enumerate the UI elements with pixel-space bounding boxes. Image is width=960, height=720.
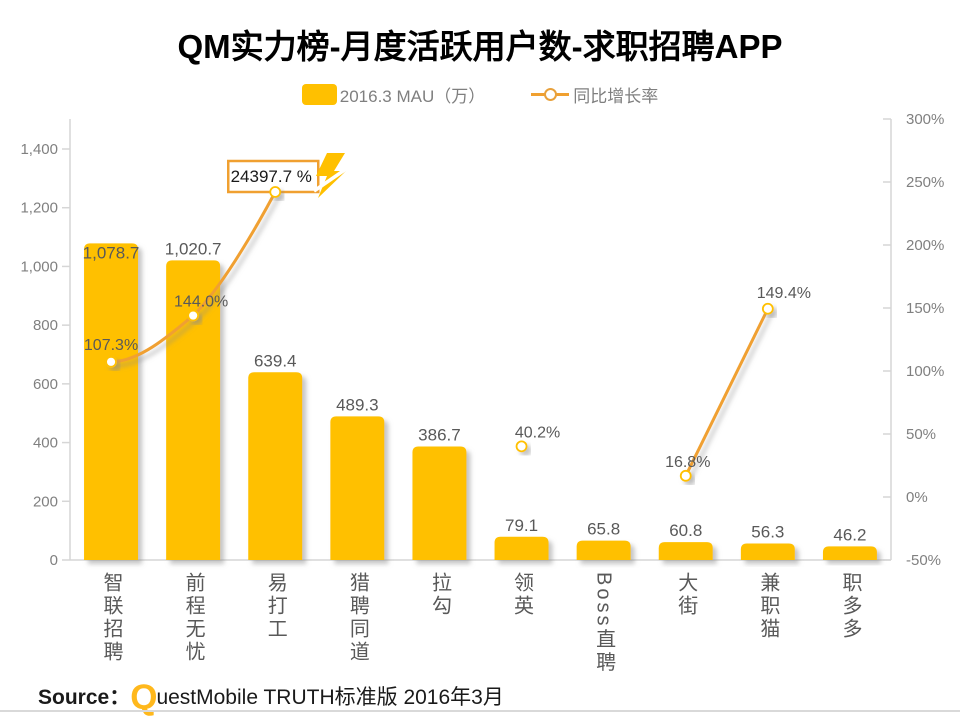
source-label: Source： bbox=[38, 686, 131, 709]
bottom-divider bbox=[0, 710, 960, 712]
legend-label-growth: 同比增长率 bbox=[573, 87, 659, 106]
left-axis-tick-label: 200 bbox=[33, 493, 58, 510]
growth-value-label-7: 16.8% bbox=[665, 454, 710, 471]
growth-value-label-8: 149.4% bbox=[757, 285, 811, 302]
growth-point-marker-3 bbox=[679, 469, 692, 482]
left-axis-tick-label: 1,200 bbox=[20, 200, 58, 217]
bar-value-label-9: 46.2 bbox=[833, 525, 866, 544]
bar-6 bbox=[576, 540, 631, 560]
right-axis-tick-label: -50% bbox=[906, 552, 941, 569]
source-suffix: TRUTH标准版 2016年3月 bbox=[258, 686, 504, 709]
bar-1 bbox=[166, 260, 221, 560]
growth-value-label-1: 144.0% bbox=[174, 294, 228, 311]
right-axis-tick-label: 150% bbox=[906, 300, 944, 317]
bar-value-label-7: 60.8 bbox=[669, 521, 702, 540]
brand-name: uestMobile bbox=[156, 686, 258, 709]
bar-value-label-2: 639.4 bbox=[254, 351, 297, 370]
growth-callout-value: 24397.7 % bbox=[231, 167, 312, 186]
left-axis-tick-label: 1,400 bbox=[20, 141, 58, 158]
right-axis-tick-label: 100% bbox=[906, 363, 944, 380]
bar-8 bbox=[740, 543, 795, 560]
growth-point-marker-1 bbox=[187, 309, 200, 322]
right-axis-tick-label: 300% bbox=[906, 111, 944, 128]
legend-item-growth: 同比增长率 bbox=[531, 82, 658, 107]
right-axis-tick-label: 50% bbox=[906, 426, 936, 443]
bar-0 bbox=[84, 243, 139, 560]
growth-point-marker-2 bbox=[515, 440, 528, 453]
bar-2 bbox=[248, 372, 303, 560]
lightning-bolt-icon bbox=[316, 153, 346, 198]
line-series-marker-icon bbox=[531, 84, 570, 105]
legend-item-mau: 2016.3 MAU（万） bbox=[301, 82, 486, 107]
left-axis-tick-label: 0 bbox=[50, 552, 58, 569]
bar-value-label-1: 1,020.7 bbox=[165, 239, 222, 258]
bar-4 bbox=[412, 446, 467, 560]
right-axis-tick-label: 0% bbox=[906, 489, 928, 506]
chart-legend: 2016.3 MAU（万） 同比增长率 bbox=[0, 82, 960, 107]
bar-series-swatch-icon bbox=[301, 84, 337, 105]
left-axis-tick-label: 600 bbox=[33, 376, 58, 393]
left-axis-tick-label: 800 bbox=[33, 317, 58, 334]
bar-value-label-5: 79.1 bbox=[505, 516, 538, 535]
legend-label-mau: 2016.3 MAU（万） bbox=[339, 87, 486, 106]
growth-value-label-5: 40.2% bbox=[515, 424, 560, 441]
right-axis-tick-label: 200% bbox=[906, 237, 944, 254]
source-footer: Source：QuestMobile TRUTH标准版 2016年3月 bbox=[38, 678, 504, 718]
bar-5 bbox=[494, 536, 549, 560]
growth-point-marker-4 bbox=[761, 302, 774, 315]
left-axis-tick-label: 1,000 bbox=[20, 258, 58, 275]
bar-value-label-8: 56.3 bbox=[751, 522, 784, 541]
bar-7 bbox=[658, 542, 713, 560]
chart-title: QM实力榜-月度活跃用户数-求职招聘APP bbox=[177, 28, 783, 65]
bar-value-label-3: 489.3 bbox=[336, 395, 379, 414]
bar-9 bbox=[822, 546, 877, 560]
left-axis-tick-label: 400 bbox=[33, 435, 58, 452]
growth-point-marker-0 bbox=[105, 355, 117, 368]
bar-3 bbox=[330, 416, 385, 560]
growth-point-marker-5 bbox=[269, 186, 282, 198]
right-axis-tick-label: 250% bbox=[906, 174, 944, 191]
bar-value-label-4: 386.7 bbox=[418, 425, 461, 444]
growth-value-label-0: 107.3% bbox=[84, 337, 138, 354]
lightning-bolt-slash bbox=[313, 165, 350, 193]
growth-line-segment-2 bbox=[684, 308, 770, 477]
bar-value-label-0: 1,078.7 bbox=[83, 243, 140, 262]
bar-value-label-6: 65.8 bbox=[587, 520, 620, 539]
